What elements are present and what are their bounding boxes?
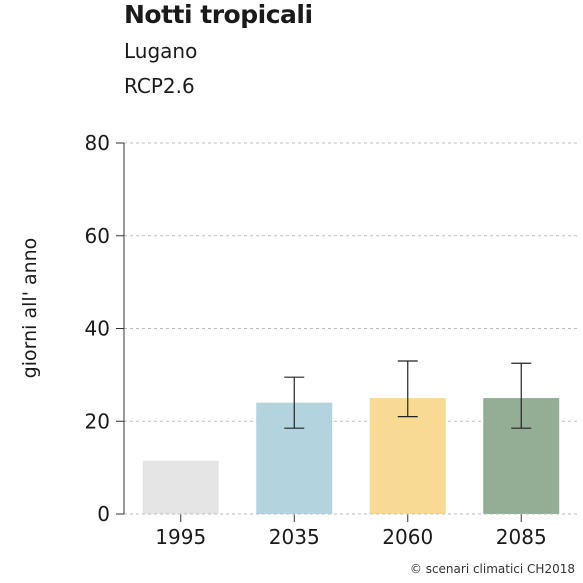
chart-subtitle-scenario: RCP2.6 — [124, 74, 195, 98]
y-tick-label: 60 — [85, 224, 110, 248]
y-tick-label: 40 — [85, 317, 110, 341]
x-tick-label-2035: 2035 — [269, 525, 320, 549]
source-credit: © scenari climatici CH2018 — [409, 562, 575, 576]
y-tick-label: 80 — [85, 131, 110, 155]
bar-2060 — [369, 398, 446, 514]
chart-subtitle-location: Lugano — [124, 39, 198, 63]
x-tick-label-2060: 2060 — [382, 525, 433, 549]
y-tick-label: 20 — [85, 409, 110, 433]
x-tick-label-2085: 2085 — [496, 525, 547, 549]
bar-1995 — [142, 460, 219, 514]
x-tick-label-1995: 1995 — [155, 525, 206, 549]
y-tick-label: 0 — [97, 502, 110, 526]
chart-title: Notti tropicali — [124, 0, 313, 29]
